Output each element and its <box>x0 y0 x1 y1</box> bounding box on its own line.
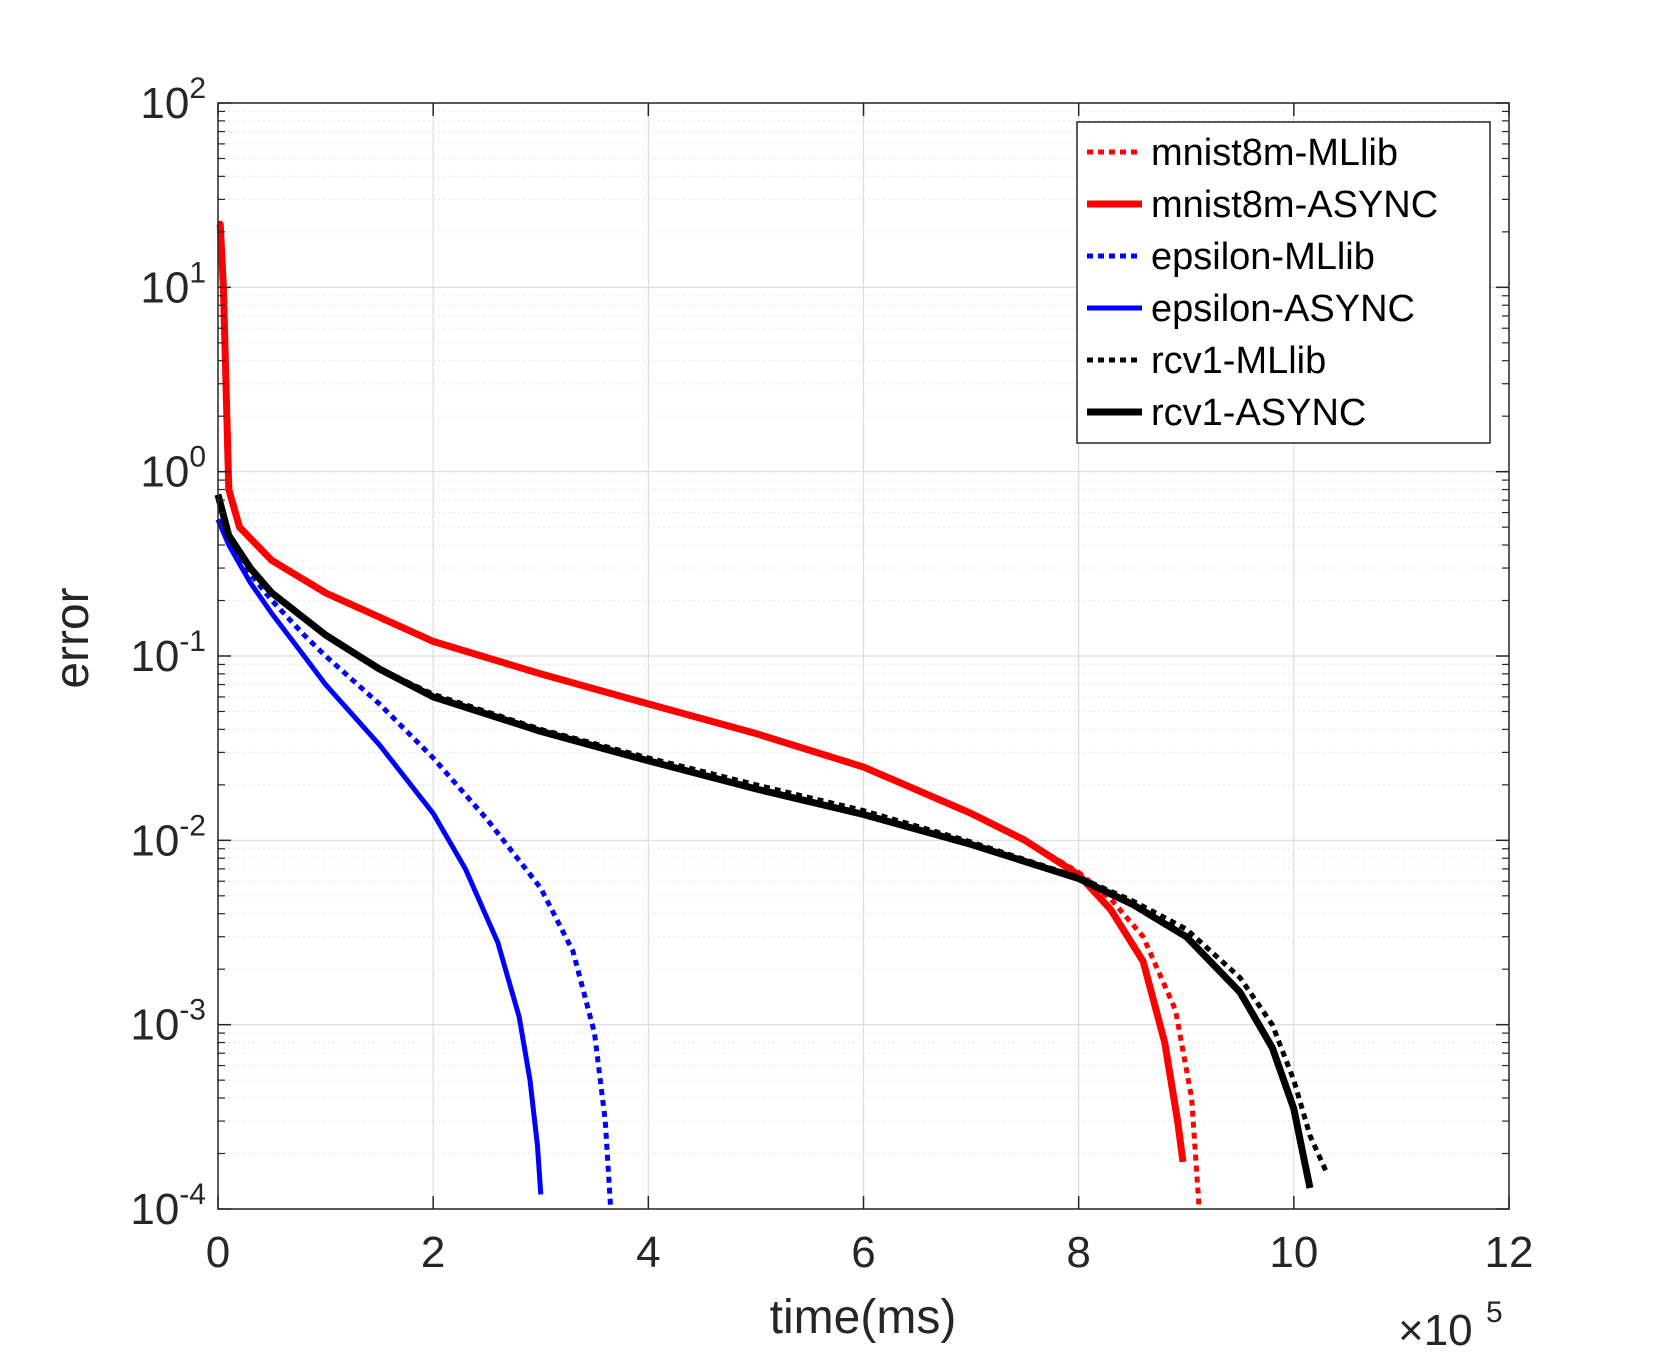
legend-label-rcv1-ASYNC: rcv1-ASYNC <box>1151 392 1366 434</box>
y-tick-exponent: 0 <box>189 441 206 474</box>
y-tick-exponent: -2 <box>179 809 206 842</box>
legend-box <box>1076 121 1491 444</box>
x-tick-label: 12 <box>1485 1228 1534 1277</box>
series-layer <box>214 220 1329 1210</box>
y-tick-base: 10 <box>130 1001 179 1050</box>
series-line-epsilon-ASYNC <box>215 518 544 1195</box>
y-tick-exponent: -4 <box>179 1178 206 1211</box>
x-tick-label: 0 <box>206 1228 230 1277</box>
y-tick-label: 10-2 <box>130 809 206 865</box>
x-tick-label: 2 <box>421 1228 445 1277</box>
y-axis-label: error <box>46 587 99 688</box>
legend: mnist8m-MLlib mnist8m-ASYNC epsilon-MLlib e… <box>1076 121 1491 444</box>
series-line-rcv1-ASYNC <box>214 493 1314 1189</box>
y-tick-label: 101 <box>140 256 206 312</box>
legend-label-mnist8m-ASYNC: mnist8m-ASYNC <box>1151 184 1438 226</box>
y-tick-base: 10 <box>140 263 189 312</box>
y-tick-exponent: -1 <box>179 625 206 658</box>
legend-label-mnist8m-MLlib: mnist8m-MLlib <box>1151 132 1398 174</box>
y-tick-base: 10 <box>130 816 179 865</box>
series-line-mnist8m-ASYNC <box>216 220 1187 1163</box>
y-tick-label: 100 <box>140 441 206 497</box>
y-tick-exponent: 1 <box>189 256 206 289</box>
x-multiplier-base: ×10 <box>1398 1306 1473 1352</box>
y-tick-base: 10 <box>130 1185 179 1234</box>
y-tick-exponent: -3 <box>179 994 206 1027</box>
x-tick-label: 6 <box>851 1228 875 1277</box>
x-multiplier-exponent: 5 <box>1486 1296 1503 1329</box>
y-tick-base: 10 <box>140 448 189 497</box>
y-tick-exponent: 2 <box>189 72 206 105</box>
y-tick-label: 102 <box>140 72 206 128</box>
y-tick-label: 10-1 <box>130 625 206 681</box>
legend-label-rcv1-MLlib: rcv1-MLlib <box>1151 340 1326 382</box>
y-tick-label: 10-3 <box>130 994 206 1050</box>
y-tick-base: 10 <box>130 632 179 681</box>
x-tick-label: 10 <box>1269 1228 1318 1277</box>
y-tick-base: 10 <box>140 79 189 128</box>
y-tick-label: 10-4 <box>130 1178 206 1234</box>
x-tick-label: 8 <box>1066 1228 1090 1277</box>
x-axis-label: time(ms) <box>770 1291 957 1344</box>
legend-label-epsilon-MLlib: epsilon-MLlib <box>1151 236 1375 278</box>
x-tick-label: 4 <box>636 1228 660 1277</box>
series-line-epsilon-MLlib <box>215 518 614 1210</box>
x-multiplier: ×10 5 <box>1398 1296 1503 1352</box>
legend-label-epsilon-ASYNC: epsilon-ASYNC <box>1151 288 1415 330</box>
